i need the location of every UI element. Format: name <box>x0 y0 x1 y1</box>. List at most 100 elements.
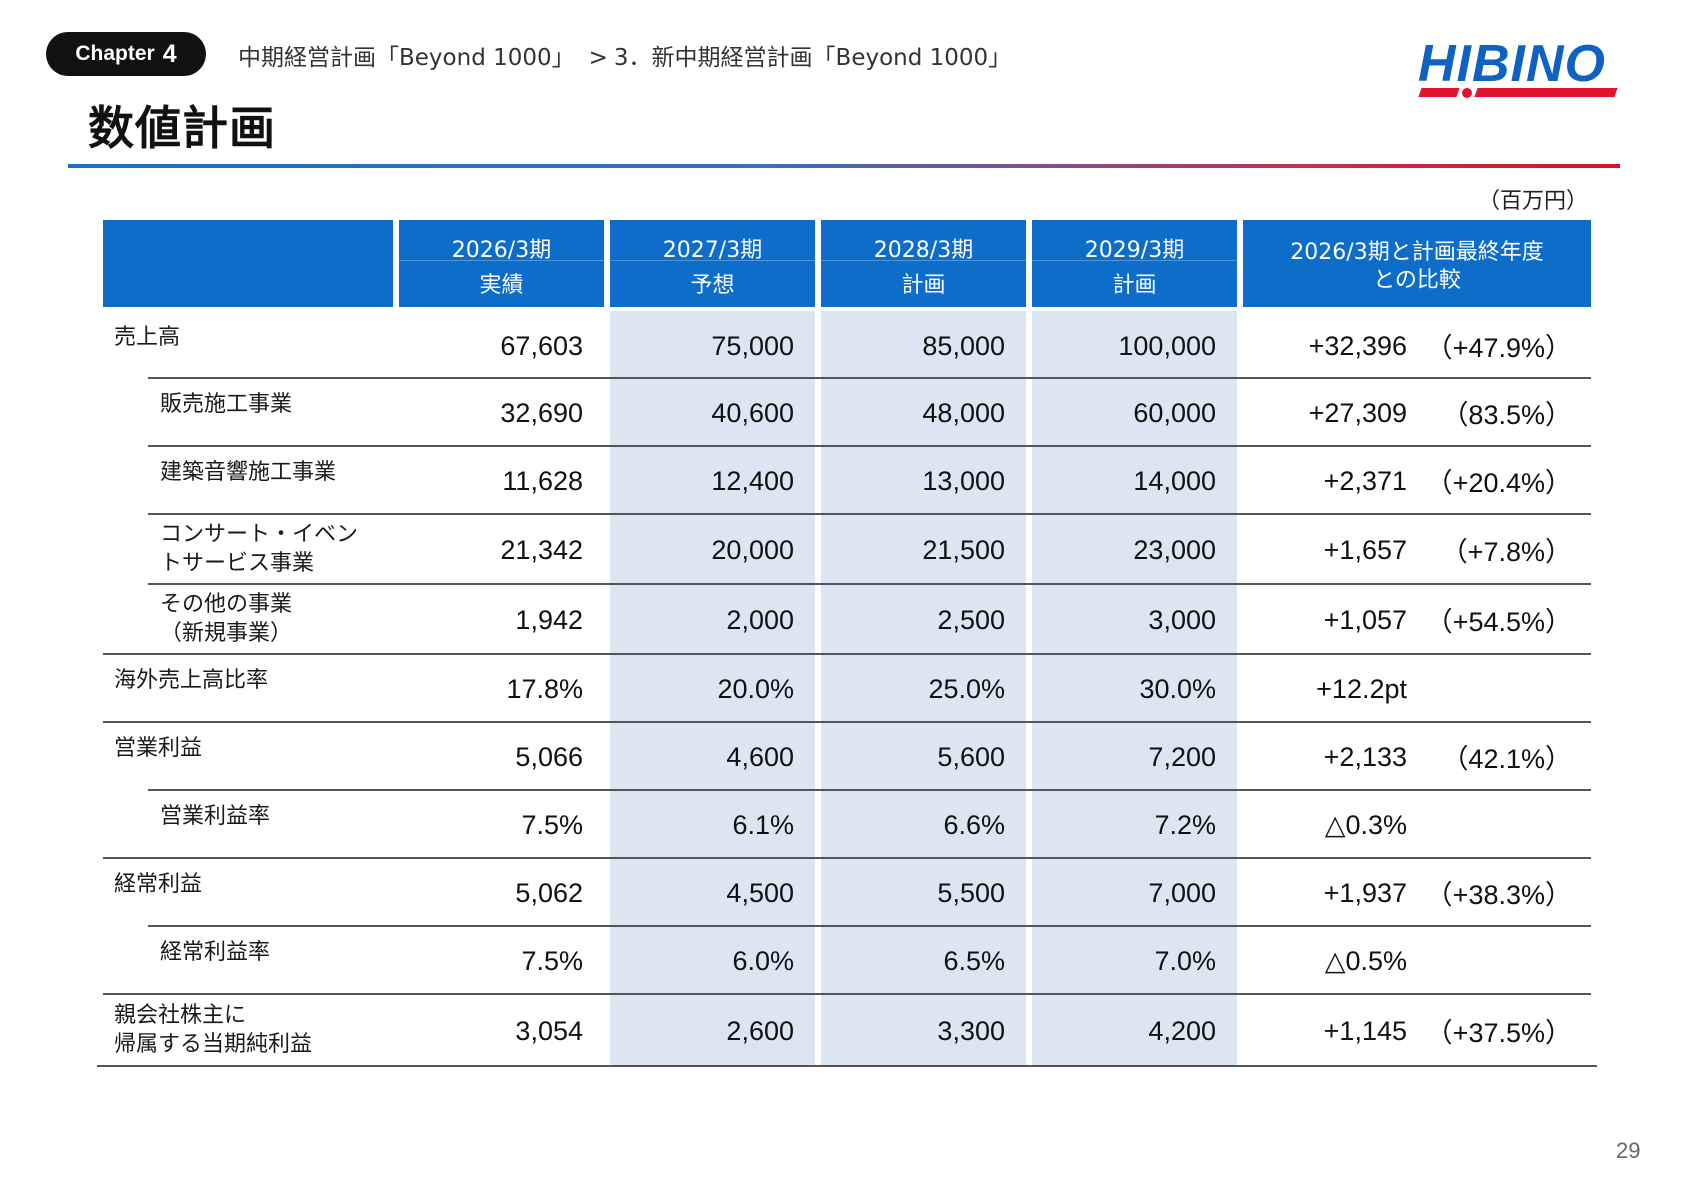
row-label-line1: その他の事業 <box>160 592 293 617</box>
cell-value: 7.2% <box>1154 810 1216 840</box>
header-cell-blank <box>103 220 393 307</box>
row-divider <box>148 583 1591 585</box>
header-line2: 予想 <box>690 273 735 298</box>
hibino-logo: HIBINO <box>1418 38 1620 102</box>
forecast-column-shade <box>610 311 815 1066</box>
row-label: 販売施工事業 <box>160 390 292 419</box>
row-label-line1: 販売施工事業 <box>160 392 293 417</box>
cell-diff: +27,309 <box>1308 398 1407 428</box>
header-line2: 計画 <box>1112 273 1157 298</box>
logo-text: HIBINO <box>1418 35 1606 93</box>
cell-percent: （42.1%） <box>1441 744 1572 774</box>
cell-diff: +1,657 <box>1323 535 1407 565</box>
chapter-label: Chapter <box>75 42 155 65</box>
cell-value: 3,054 <box>515 1016 583 1046</box>
cell-value: 7.0% <box>1154 946 1216 976</box>
table-row: 建築音響施工事業 11,628 12,400 13,000 14,000 +2,371 （+… <box>0 446 1683 515</box>
breadcrumb-part-1: 中期経営計画「Beyond 1000」 <box>238 45 575 71</box>
cell-value: 5,500 <box>937 878 1005 908</box>
cell-value: 67,603 <box>500 330 583 361</box>
header-line1: 2027/3期 <box>662 238 763 263</box>
header-line1: 2028/3期 <box>873 238 974 263</box>
table-row: 営業利益率 7.5% 6.1% 6.6% 7.2% △0.3% <box>0 790 1683 859</box>
logo-red-bar-left <box>1418 88 1460 97</box>
breadcrumb-part-2: 3．新中期経営計画「Beyond 1000」 <box>613 45 1012 71</box>
cell-value: 75,000 <box>711 330 794 361</box>
table-row: 海外売上高比率 17.8% 20.0% 25.0% 30.0% +12.2pt <box>0 654 1683 723</box>
header-line1: 2029/3期 <box>1084 238 1185 263</box>
header-inner-separator <box>610 260 815 261</box>
cell-percent: （+7.8%） <box>1440 537 1572 567</box>
row-label: 営業利益 <box>114 734 202 763</box>
row-label-line1: 経常利益 <box>114 872 203 897</box>
cell-value: 7,200 <box>1148 742 1216 772</box>
cell-percent: （+38.3%） <box>1425 880 1572 910</box>
header-inner-separator <box>399 260 604 261</box>
cell-value: 3,000 <box>1148 605 1216 635</box>
unit-label: （百万円） <box>1478 189 1589 214</box>
cell-value: 6.6% <box>943 810 1005 840</box>
row-label: コンサート・イベン トサービス事業 <box>160 520 358 578</box>
cell-diff: +12.2pt <box>1316 674 1407 704</box>
logo-red-dot <box>1462 88 1472 98</box>
row-label: 経常利益率 <box>160 938 270 967</box>
cell-value: 17.8% <box>506 674 583 704</box>
table-row: 販売施工事業 32,690 40,600 48,000 60,000 +27,309 （83… <box>0 378 1683 447</box>
cell-diff: +2,133 <box>1323 742 1407 772</box>
cell-percent: （+20.4%） <box>1425 468 1572 498</box>
page-title: 数値計画 <box>88 101 276 155</box>
cell-value: 4,500 <box>726 878 794 908</box>
cell-value: 14,000 <box>1133 466 1216 496</box>
breadcrumb-separator: > <box>588 45 608 71</box>
cell-percent: （83.5%） <box>1441 400 1572 430</box>
header-cell-1: 2027/3期 予想 <box>610 220 815 307</box>
cell-value: 11,628 <box>502 466 583 496</box>
cell-value: 13,000 <box>922 466 1005 496</box>
cell-value: 6.5% <box>943 946 1005 976</box>
chapter-number: 4 <box>162 39 177 68</box>
table-row: 売上高 67,603 75,000 85,000 100,000 +32,396 （+47.… <box>0 311 1683 379</box>
cell-value: 6.0% <box>732 946 794 976</box>
cell-value: 12,400 <box>711 466 794 496</box>
cell-value: 2,500 <box>937 605 1005 635</box>
cell-diff: +32,396 <box>1308 330 1407 361</box>
cell-value: 7.5% <box>521 946 583 976</box>
cell-value: 4,200 <box>1148 1016 1216 1046</box>
cell-value: 7,000 <box>1148 878 1216 908</box>
cell-value: 48,000 <box>922 398 1005 428</box>
header-line1: 2026/3期と計画最終年度 <box>1290 240 1544 265</box>
cell-value: 21,342 <box>500 535 583 565</box>
cell-value: 85,000 <box>922 330 1005 361</box>
cell-diff: △0.5% <box>1324 946 1407 976</box>
cell-value: 2,600 <box>726 1016 794 1046</box>
row-label: 営業利益率 <box>160 802 270 831</box>
logo-red-bar-right <box>1474 88 1618 97</box>
row-divider <box>148 789 1591 791</box>
row-label: 建築音響施工事業 <box>160 458 336 487</box>
cell-value: 20,000 <box>711 535 794 565</box>
row-divider <box>103 857 1591 859</box>
cell-value: 4,600 <box>726 742 794 772</box>
cell-value: 23,000 <box>1133 535 1216 565</box>
header-line2: との比較 <box>1373 268 1461 293</box>
cell-value: 100,000 <box>1118 330 1216 361</box>
cell-percent: （+54.5%） <box>1425 607 1572 637</box>
row-label-line1: 親会社株主に <box>114 1003 247 1028</box>
header-cell-0: 2026/3期 実績 <box>399 220 604 307</box>
row-label: 売上高 <box>114 323 180 352</box>
row-label-line2: （新規事業） <box>160 621 293 646</box>
row-divider <box>148 513 1591 515</box>
cell-value: 25.0% <box>928 674 1005 704</box>
row-label: 経常利益 <box>114 870 202 899</box>
table-row: 経常利益 5,062 4,500 5,500 7,000 +1,937 （+38.3%） <box>0 858 1683 927</box>
cell-diff: +1,145 <box>1323 1016 1407 1046</box>
table-row: その他の事業 （新規事業） 1,942 2,000 2,500 3,000 +1,057 （+… <box>0 584 1683 655</box>
row-divider <box>103 721 1591 723</box>
row-divider <box>148 445 1591 447</box>
cell-value: 20.0% <box>717 674 794 704</box>
header-line2: 計画 <box>901 273 946 298</box>
table-row: 営業利益 5,066 4,600 5,600 7,200 +2,133 （42.1%） <box>0 722 1683 791</box>
table-row: 経常利益率 7.5% 6.0% 6.5% 7.0% △0.5% <box>0 926 1683 995</box>
cell-value: 1,942 <box>515 605 583 635</box>
table-row: コンサート・イベン トサービス事業 21,342 20,000 21,500 23,000… <box>0 514 1683 585</box>
